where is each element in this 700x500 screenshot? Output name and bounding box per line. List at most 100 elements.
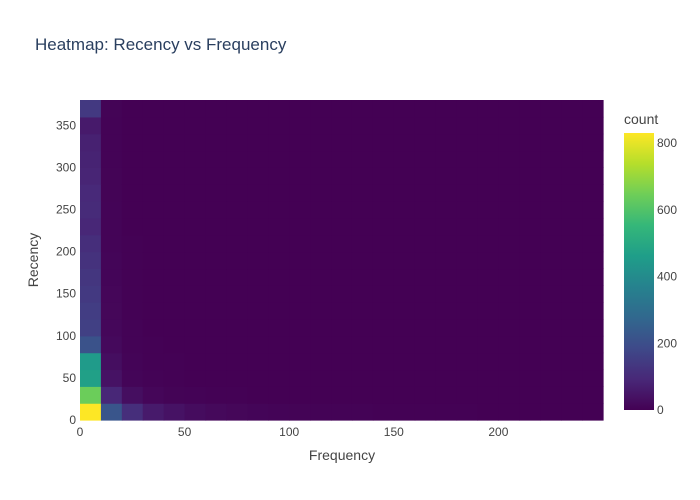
heatmap-cell xyxy=(561,352,583,371)
heatmap-cell xyxy=(184,268,207,286)
heatmap-cell xyxy=(414,167,437,185)
heatmap-cell xyxy=(519,217,541,236)
heatmap-cell xyxy=(519,386,541,404)
heatmap-cell xyxy=(142,369,165,387)
heatmap-cell xyxy=(205,234,228,253)
heatmap-cell xyxy=(163,133,186,152)
heatmap-cell xyxy=(372,150,395,168)
heatmap-cell xyxy=(519,100,541,118)
colorbar-tick-label: 200 xyxy=(657,336,677,350)
heatmap-cell xyxy=(268,285,290,303)
chart-title: Heatmap: Recency vs Frequency xyxy=(35,35,287,54)
heatmap-cell xyxy=(414,133,437,152)
heatmap-cell xyxy=(184,352,207,371)
heatmap-cell xyxy=(435,167,458,185)
heatmap-cell xyxy=(540,285,562,303)
heatmap-cell xyxy=(247,302,269,320)
heatmap-cell xyxy=(289,133,311,152)
heatmap-cell xyxy=(393,116,416,135)
heatmap-cell xyxy=(477,302,499,320)
heatmap-cell xyxy=(414,150,437,168)
heatmap-cell xyxy=(435,251,458,270)
heatmap-cell xyxy=(393,201,416,219)
heatmap-cell xyxy=(414,302,437,320)
heatmap-cell xyxy=(80,268,102,286)
heatmap-cell xyxy=(205,302,228,320)
heatmap-cell xyxy=(80,335,102,354)
heatmap-cell xyxy=(582,201,604,219)
heatmap-cell xyxy=(121,201,144,219)
heatmap-cell xyxy=(477,403,499,421)
heatmap-cell xyxy=(372,201,395,219)
heatmap-cell xyxy=(498,403,520,421)
heatmap-cell xyxy=(247,251,269,270)
heatmap-cell xyxy=(456,386,479,404)
heatmap-cell xyxy=(142,302,165,320)
heatmap-cell xyxy=(456,335,479,354)
colorbar-tick-label: 400 xyxy=(657,270,677,284)
heatmap-cell xyxy=(226,251,248,270)
heatmap-cell xyxy=(351,217,374,236)
heatmap-cell xyxy=(372,184,395,202)
heatmap-cell xyxy=(561,302,583,320)
heatmap-cell xyxy=(331,318,353,337)
heatmap-cell xyxy=(414,352,437,371)
heatmap-cell xyxy=(226,217,248,236)
heatmap-cell xyxy=(121,217,144,236)
heatmap-cell xyxy=(519,403,541,421)
heatmap-cell xyxy=(519,285,541,303)
heatmap-cell xyxy=(582,133,604,152)
heatmap-cell xyxy=(477,352,499,371)
heatmap-cell xyxy=(247,201,269,219)
heatmap-cell xyxy=(456,251,479,270)
heatmap-cell xyxy=(268,352,290,371)
heatmap-cell xyxy=(477,116,499,135)
heatmap-cell xyxy=(100,302,123,320)
heatmap-cell xyxy=(205,335,228,354)
heatmap-cell xyxy=(561,116,583,135)
heatmap-cell xyxy=(331,268,353,286)
heatmap-cell xyxy=(163,268,186,286)
heatmap-cell xyxy=(372,234,395,253)
heatmap-cell xyxy=(268,116,290,135)
heatmap-cell xyxy=(561,100,583,118)
heatmap-cell xyxy=(351,184,374,202)
heatmap-cell xyxy=(226,268,248,286)
heatmap-cell xyxy=(247,116,269,135)
heatmap-cell xyxy=(163,116,186,135)
heatmap-cell xyxy=(310,318,332,337)
x-axis-ticks: 0 50 100 150 200 xyxy=(77,425,509,439)
heatmap-cell xyxy=(582,217,604,236)
heatmap-cell xyxy=(163,302,186,320)
heatmap-cell xyxy=(205,217,228,236)
heatmap-cell xyxy=(498,285,520,303)
heatmap-cell xyxy=(456,403,479,421)
heatmap-cell xyxy=(163,217,186,236)
heatmap-cell xyxy=(205,167,228,185)
heatmap-cell xyxy=(456,369,479,387)
heatmap-cell xyxy=(498,251,520,270)
heatmap-cell xyxy=(372,302,395,320)
heatmap-cell xyxy=(393,234,416,253)
heatmap-cell xyxy=(540,100,562,118)
heatmap-cell xyxy=(519,184,541,202)
heatmap-cell xyxy=(142,335,165,354)
heatmap-cell xyxy=(372,285,395,303)
heatmap-cell xyxy=(121,403,144,421)
heatmap-cell xyxy=(561,201,583,219)
heatmap-cell xyxy=(435,318,458,337)
heatmap-cell xyxy=(80,302,102,320)
heatmap-cell xyxy=(561,268,583,286)
heatmap-cell xyxy=(100,234,123,253)
heatmap-cell xyxy=(393,352,416,371)
heatmap-cell xyxy=(121,335,144,354)
heatmap-cell xyxy=(331,302,353,320)
heatmap-cell xyxy=(477,167,499,185)
heatmap-cell xyxy=(372,352,395,371)
heatmap-cell xyxy=(540,217,562,236)
heatmap-cell xyxy=(519,302,541,320)
heatmap-cell xyxy=(477,201,499,219)
heatmap-cell xyxy=(351,133,374,152)
heatmap-cell xyxy=(456,318,479,337)
heatmap-cell xyxy=(310,150,332,168)
